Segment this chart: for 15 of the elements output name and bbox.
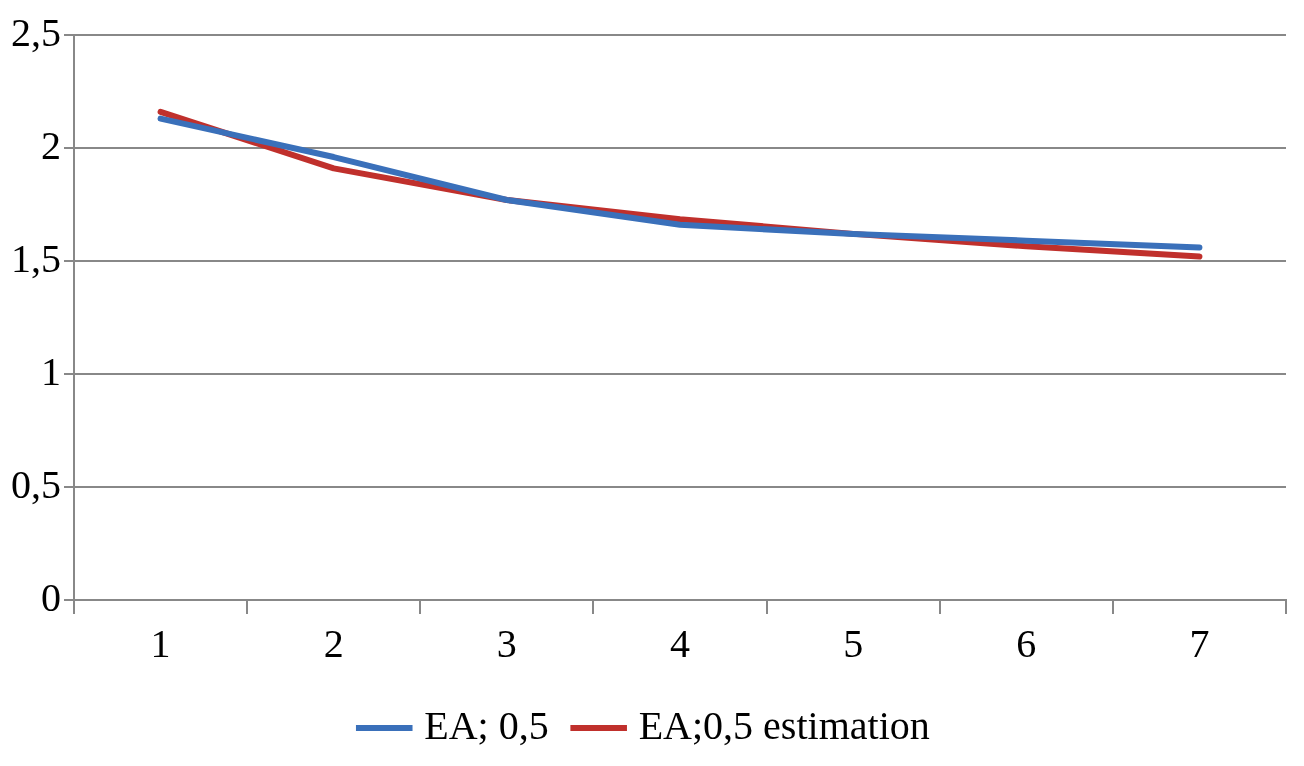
y-tick-label: 0,5: [11, 461, 61, 507]
y-tick-label: 1,5: [11, 235, 61, 281]
y-tick-label: 0: [41, 574, 61, 620]
x-tick-label: 7: [1189, 620, 1210, 666]
legend-label: EA; 0,5: [424, 702, 549, 748]
x-tick-label: 3: [496, 620, 517, 666]
y-tick-label: 1: [41, 348, 61, 394]
legend-label: EA;0,5 estimation: [638, 702, 930, 748]
x-tick-label: 1: [150, 620, 171, 666]
y-tick-label: 2,5: [11, 9, 61, 55]
y-tick-label: 2: [41, 122, 61, 168]
x-tick-label: 4: [670, 620, 690, 666]
x-tick-label: 5: [843, 620, 864, 666]
x-tick-label: 6: [1016, 620, 1037, 666]
x-tick-label: 2: [323, 620, 344, 666]
